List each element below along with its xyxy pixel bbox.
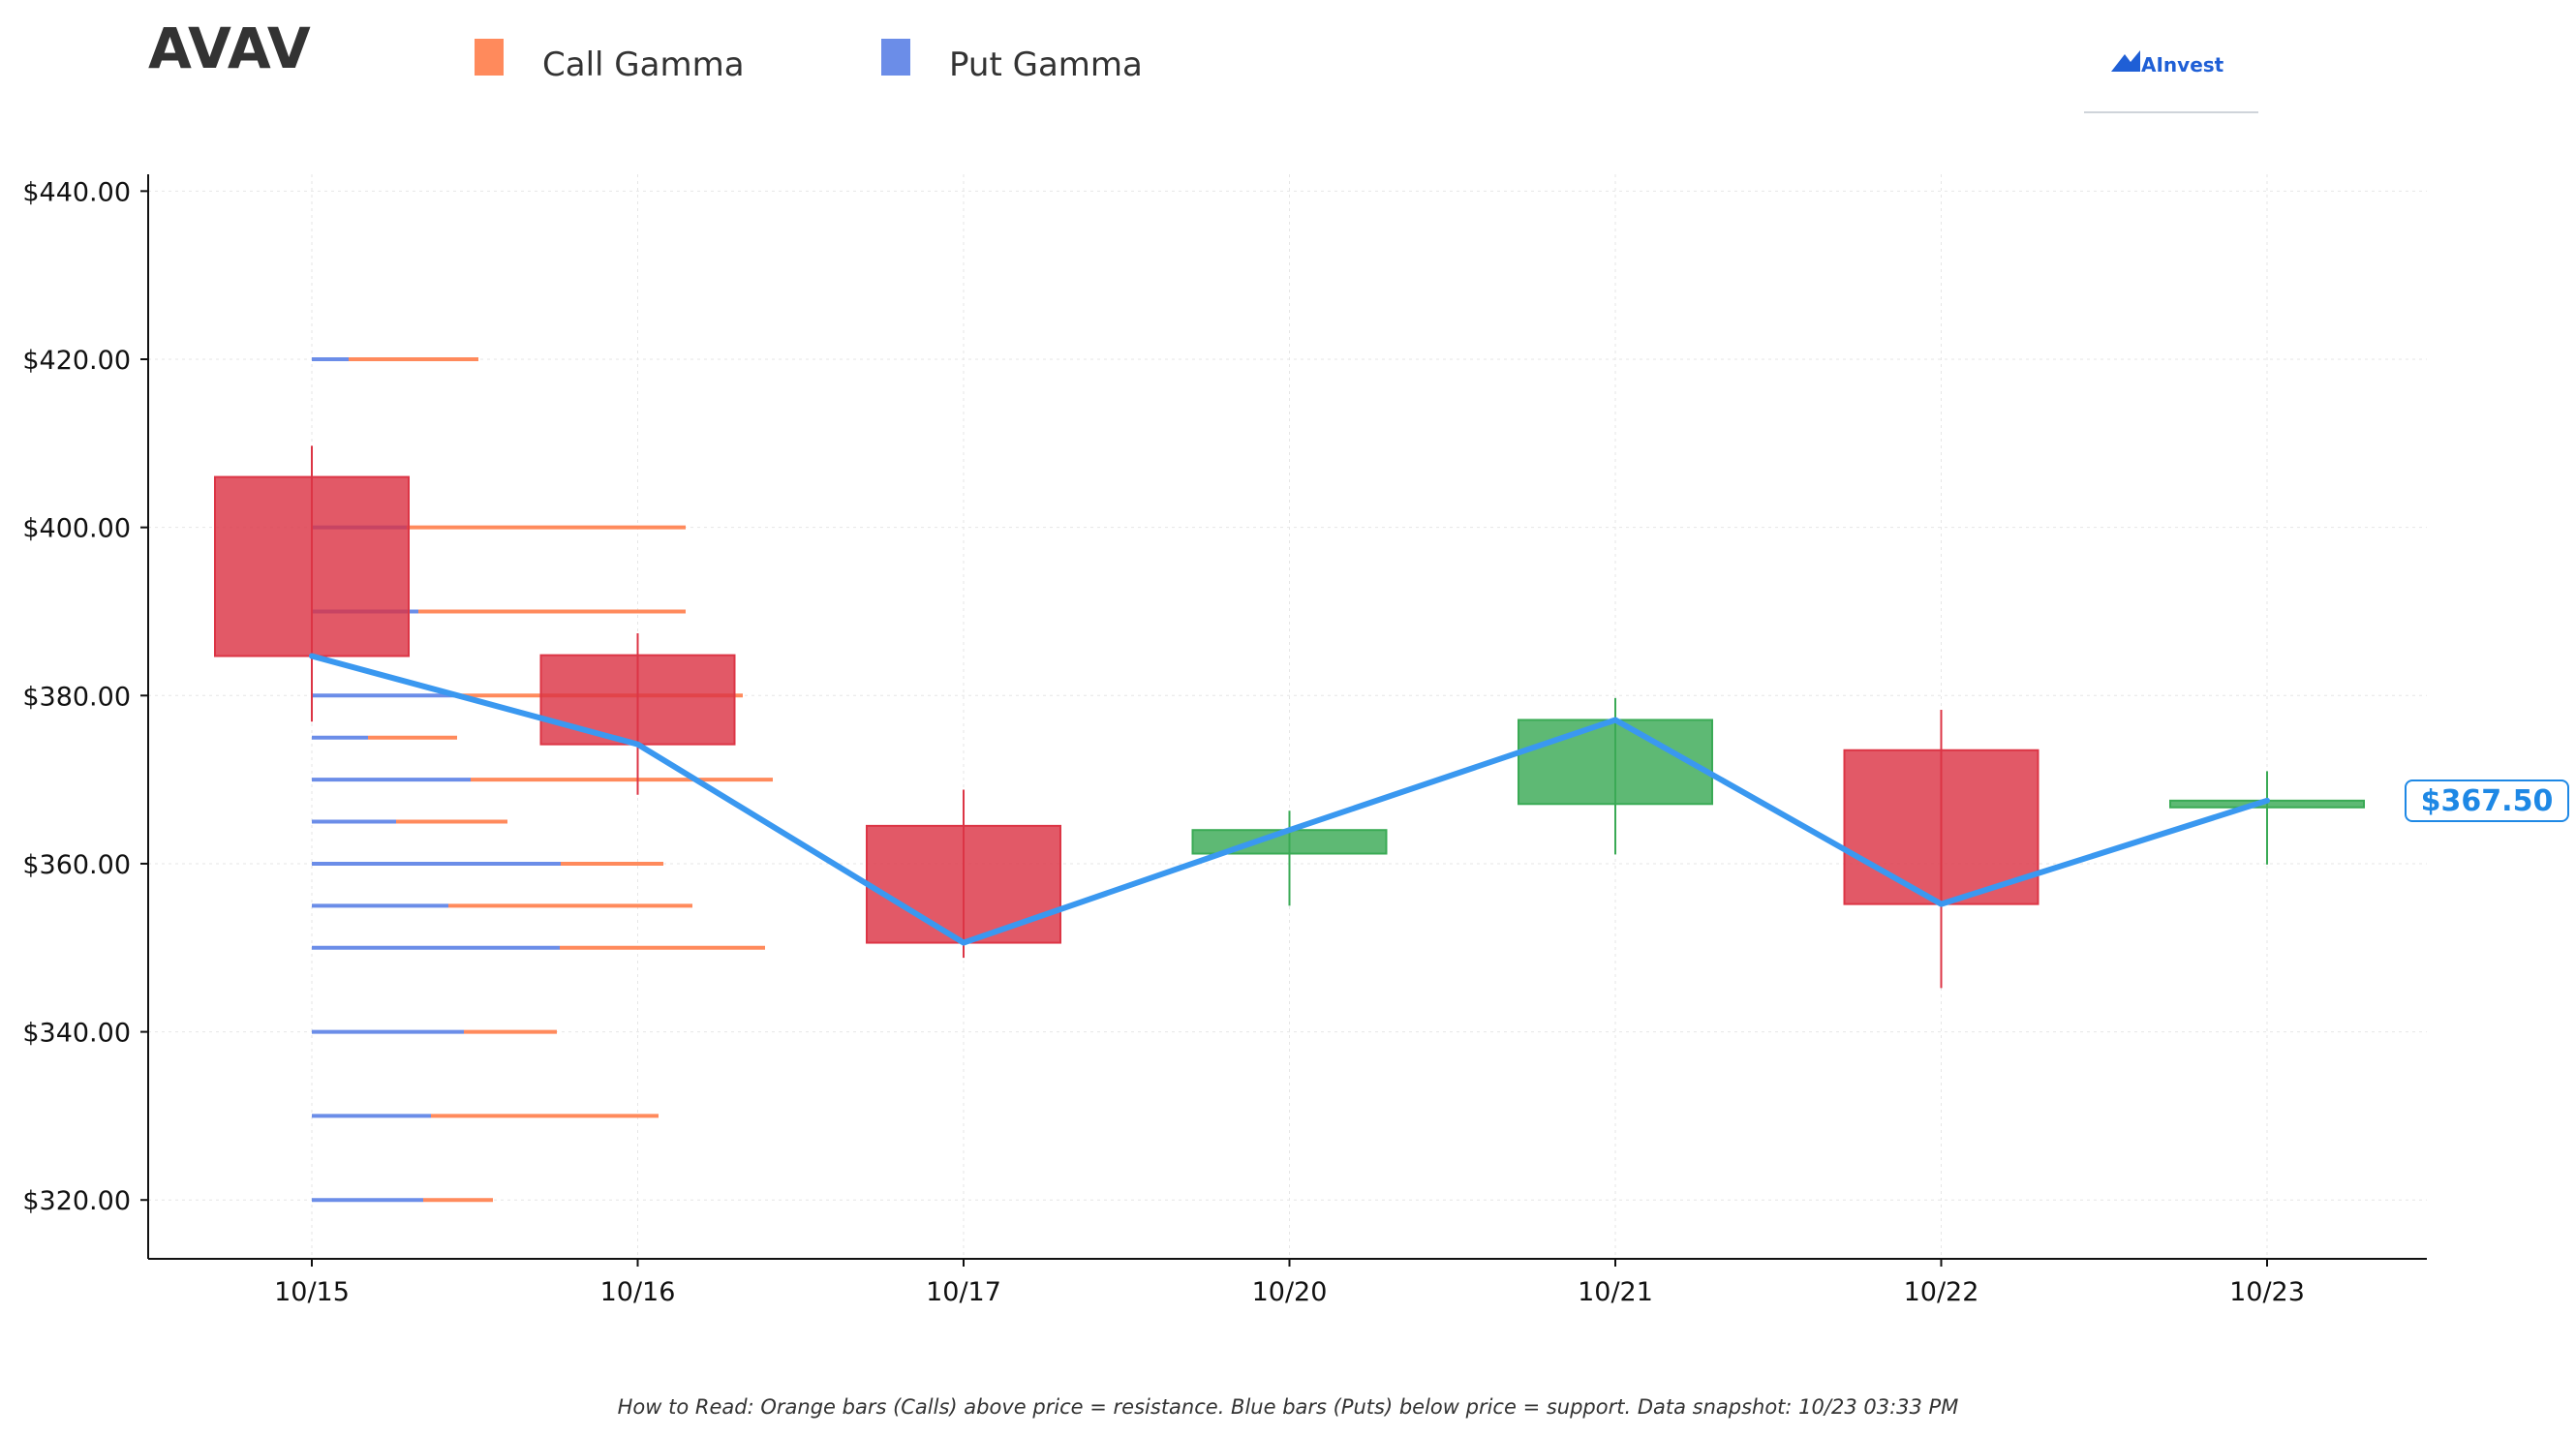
y-tick-label: $340.00 [22, 1019, 131, 1049]
candle-body [1191, 829, 1388, 855]
legend-put-swatch [881, 39, 910, 76]
axes: $320.00 $340.00 $360.00 $380.00 $400.00 $420.… [22, 174, 2427, 1307]
close-price-line [309, 653, 2270, 946]
chart-title: AVAV [148, 15, 311, 81]
current-price-tag: $367.50 [2405, 780, 2569, 822]
y-tick-label: $440.00 [22, 177, 131, 207]
candle-body [214, 475, 410, 657]
y-tick-label: $320.00 [22, 1186, 131, 1216]
x-tick-label: 10/16 [600, 1277, 676, 1307]
candle-body [1518, 718, 1713, 806]
y-tick-label: $360.00 [22, 850, 131, 880]
candle-body [1843, 749, 2039, 905]
y-tick-label: $420.00 [22, 346, 131, 376]
brand-name: AInvest [2141, 53, 2224, 76]
brand-chart-icon [2111, 50, 2140, 72]
x-tick-label: 10/15 [274, 1277, 350, 1307]
legend-call-label: Call Gamma [542, 46, 745, 84]
y-tick-label: $400.00 [22, 514, 131, 544]
candle-body [539, 654, 736, 746]
x-tick-label: 10/20 [1252, 1277, 1328, 1307]
footnote: How to Read: Orange bars (Calls) above p… [618, 1395, 1959, 1419]
legend: Call Gamma Put Gamma [475, 39, 1143, 84]
candle-body [866, 824, 1061, 944]
gridlines [148, 174, 2427, 1259]
y-tick-label: $380.00 [22, 682, 131, 712]
price-tag-label: $367.50 [2421, 784, 2554, 818]
x-tick-label: 10/21 [1578, 1277, 1653, 1307]
legend-call-swatch [475, 39, 504, 76]
x-tick-label: 10/23 [2229, 1277, 2305, 1307]
x-tick-label: 10/17 [926, 1277, 1001, 1307]
gamma-bars [312, 357, 773, 1203]
brand-logo: AInvest [2084, 50, 2258, 113]
x-tick-label: 10/22 [1904, 1277, 1979, 1307]
price-tag-box [2405, 780, 2569, 822]
close-line [309, 653, 2270, 946]
legend-put-label: Put Gamma [949, 46, 1143, 84]
